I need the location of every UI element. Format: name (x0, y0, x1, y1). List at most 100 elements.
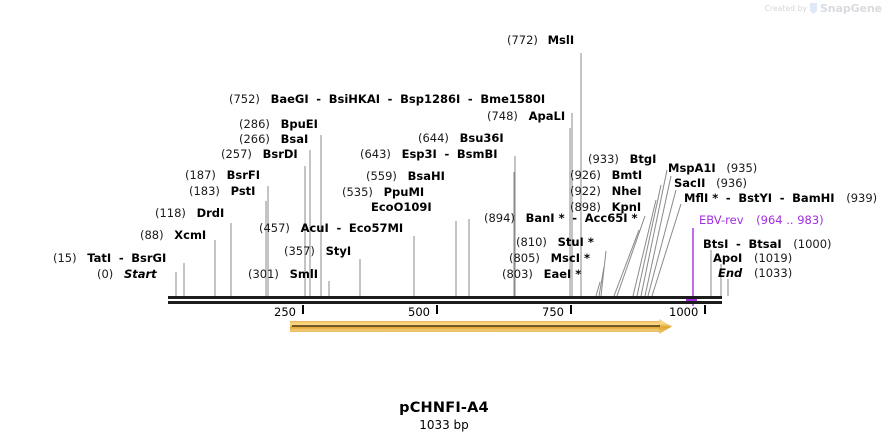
label-styI[interactable]: (357) StyI (284, 244, 352, 258)
label-styI-position: (357) (284, 244, 315, 258)
label-mscI-name: MscI * (550, 251, 590, 265)
separator-dash: - (444, 147, 450, 161)
label-apaLI[interactable]: (748) ApaLI (487, 109, 565, 123)
label-bmtI[interactable]: (926) BmtI (570, 168, 642, 182)
label-ebv-rev-primer[interactable]: EBV-rev (964 .. 983) (699, 214, 824, 227)
label-banI-position: (894) (484, 211, 515, 225)
label-bsrDI-name: BsrDI (262, 147, 298, 161)
sequence-backbone-line-bottom[interactable] (168, 301, 722, 304)
label-kpnI-position: (898) (570, 200, 601, 214)
label-smlI-name: SmlI (289, 267, 319, 281)
label-drdI[interactable]: (118) DrdI (155, 206, 225, 220)
label-pstI[interactable]: (183) PstI (189, 184, 256, 198)
ruler-tick-250 (302, 305, 304, 314)
label-eaeI-position: (803) (502, 267, 533, 281)
label-bsrFI-name: BsrFI (226, 168, 261, 182)
label-kpnI[interactable]: (898) KpnI (570, 200, 642, 214)
label-banI-name: BanI * (525, 211, 565, 225)
label-end-position: (1033) (753, 266, 793, 280)
label-bsaHI[interactable]: (559) BsaHI (366, 169, 445, 183)
separator-dash: - (316, 92, 322, 106)
ruler-label-750: 750 (542, 305, 564, 319)
separator-dash: - (779, 191, 785, 205)
label-kpnI-name: KpnI (611, 200, 642, 214)
label-sacII-position: (936) (716, 176, 748, 190)
label-styI-name: StyI (325, 244, 352, 258)
label-apoI-name: ApoI (713, 251, 743, 265)
label-bsaHI-position: (559) (366, 169, 397, 183)
label-mslI[interactable]: (772) MslI (507, 33, 575, 47)
label-bsrFI[interactable]: (187) BsrFI (185, 168, 261, 182)
label-end-marker[interactable]: End (1033) (718, 266, 793, 280)
label-pstI-name: PstI (230, 184, 256, 198)
label-btgI[interactable]: (933) BtgI (588, 153, 656, 166)
label-nheI[interactable]: (922) NheI (570, 184, 642, 198)
label-bsrDI-position: (257) (221, 147, 252, 161)
label-stuI[interactable]: (810) StuI * (516, 235, 594, 249)
label-baeGI-group[interactable]: (752) BaeGI - BsiHKAI - Bsp1286I - Bme15… (229, 92, 545, 106)
label-apoI[interactable]: ApoI (1019) (713, 251, 792, 265)
label-ppuMI[interactable]: (535) PpuMI (342, 185, 425, 199)
label-bsrFI-position: (187) (185, 168, 216, 182)
feature-arrow-cds[interactable] (290, 319, 672, 334)
label-acc65I-name: Acc65I * (584, 211, 638, 225)
label-bsrGI-name: BsrGI (131, 251, 167, 265)
watermark-created-by-text: Created by (764, 4, 807, 13)
label-bsaI[interactable]: (266) BsaI (239, 132, 309, 146)
label-bpuEI[interactable]: (286) BpuEI (239, 117, 318, 131)
label-bsp1286I-name: Bsp1286I (400, 92, 461, 106)
label-sacII[interactable]: SacII (936) (674, 176, 748, 190)
separator-dash: - (336, 221, 342, 235)
label-baeGI-name: BaeGI (270, 92, 309, 106)
label-bsaHI-name: BsaHI (407, 169, 445, 183)
label-bsiHKAI-name: BsiHKAI (328, 92, 381, 106)
label-eco57MI-name: Eco57MI (348, 221, 404, 235)
label-eaeI[interactable]: (803) EaeI * (502, 267, 581, 281)
ruler-tick-750 (570, 305, 572, 314)
label-acuI-position: (457) (259, 221, 290, 235)
sequence-backbone-line-top[interactable] (168, 296, 722, 299)
label-xcmI-position: (88) (140, 228, 164, 242)
separator-dash: - (387, 92, 393, 106)
label-ecoO109I[interactable]: EcoO109I (371, 201, 432, 214)
label-bpuEI-name: BpuEI (280, 117, 318, 131)
label-mspA1I[interactable]: MspA1I (935) (668, 161, 758, 175)
label-bsmBI-name: BsmBI (456, 147, 498, 161)
snapgene-logo-icon (809, 3, 817, 14)
label-bsrDI[interactable]: (257) BsrDI (221, 147, 298, 161)
feature-arrow-midline (292, 325, 660, 327)
label-ppuMI-name: PpuMI (383, 185, 425, 199)
label-smlI[interactable]: (301) SmlI (248, 267, 319, 281)
watermark-brand-text: SnapGene (819, 2, 882, 15)
label-mslI-name: MslI (547, 33, 575, 47)
label-mflI-group[interactable]: MflI * - BstYI - BamHI (939) (684, 191, 878, 205)
label-bamHI-name: BamHI (792, 191, 835, 205)
label-esp3I-group[interactable]: (643) Esp3I - BsmBI (360, 147, 498, 161)
label-acuI-group[interactable]: (457) AcuI - Eco57MI (259, 221, 404, 235)
label-mflI-name: MflI * (684, 191, 719, 205)
label-mspA1I-position: (935) (726, 161, 758, 175)
ruler-label-500: 500 (408, 305, 430, 319)
map-title: pCHNFI-A4 (399, 400, 489, 416)
label-tatI-position: (15) (53, 251, 77, 265)
label-mflI-position: (939) (846, 191, 878, 205)
label-tatI-group[interactable]: (15) TatI - BsrGI (53, 251, 167, 265)
label-xcmI[interactable]: (88) XcmI (140, 228, 206, 242)
label-mscI[interactable]: (805) MscI * (509, 251, 590, 265)
label-btsI-group[interactable]: BtsI - BtsaI (1000) (703, 237, 832, 251)
label-stuI-position: (810) (516, 235, 547, 249)
label-nheI-name: NheI (611, 184, 642, 198)
label-banI-group[interactable]: (894) BanI * - Acc65I * (484, 211, 638, 225)
label-bmtI-position: (926) (570, 168, 601, 182)
label-bsu36I[interactable]: (644) Bsu36I (418, 132, 504, 145)
label-bsaI-name: BsaI (280, 132, 309, 146)
ruler-label-250: 250 (274, 305, 296, 319)
label-btsaI-name: BtsaI (748, 237, 782, 251)
label-btsI-name: BtsI (703, 237, 729, 251)
separator-dash: - (118, 251, 124, 265)
label-apaLI-position: (748) (487, 109, 518, 123)
label-start-marker[interactable]: (0) Start (97, 268, 157, 281)
label-drdI-name: DrdI (196, 206, 225, 220)
feature-arrow-head-icon (659, 319, 672, 334)
